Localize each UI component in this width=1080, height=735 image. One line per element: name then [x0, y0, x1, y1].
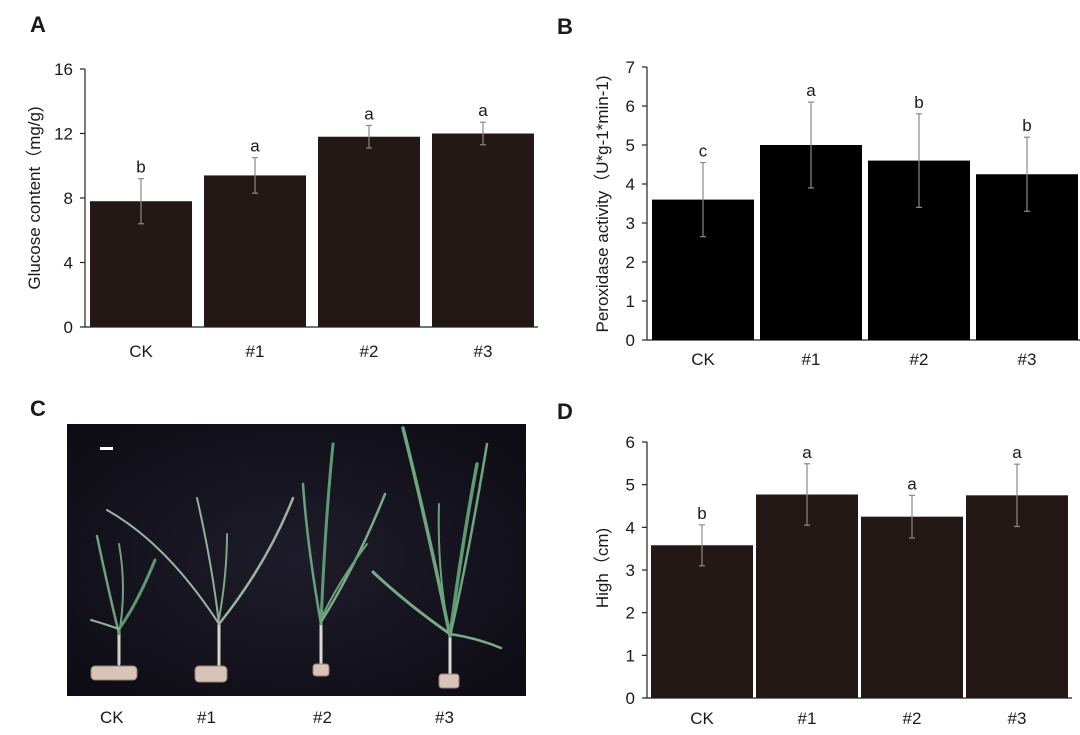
y-tick-label: 6 [626, 433, 635, 452]
panel-letter-c: C [30, 396, 46, 421]
significance-letter: a [250, 137, 260, 156]
x-tick-label: #2 [910, 350, 929, 369]
y-tick-label: 6 [626, 97, 635, 116]
significance-letter: b [1022, 116, 1031, 135]
significance-letter: c [699, 142, 708, 161]
significance-letter: a [806, 81, 816, 100]
y-axis-label: Peroxidase activity（U*g-1*min-1) [593, 76, 612, 333]
significance-letter: a [1012, 443, 1022, 462]
y-tick-label: 0 [64, 318, 73, 337]
plant-photo [67, 424, 526, 696]
y-tick-label: 2 [626, 604, 635, 623]
y-tick-label: 0 [626, 331, 635, 350]
x-tick-label: #2 [903, 709, 922, 728]
x-tick-label: CK [129, 342, 153, 361]
significance-letter: b [914, 93, 923, 112]
x-tick-label: #1 [802, 350, 821, 369]
y-tick-label: 8 [64, 189, 73, 208]
y-tick-label: 7 [626, 58, 635, 77]
photo-label-2: #2 [313, 708, 332, 727]
significance-letter: a [364, 104, 374, 123]
y-axis-label: High（cm) [593, 528, 612, 608]
x-tick-label: CK [691, 350, 715, 369]
x-tick-label: #3 [474, 342, 493, 361]
significance-letter: a [478, 101, 488, 120]
chart-glucose: 0 4 8 12 16 Glucose content（mg/g) b CK a #1 a #2 a #3 [25, 60, 538, 361]
significance-letter: a [802, 443, 812, 462]
photo-label-ck: CK [100, 708, 124, 727]
chart-peroxidase: 0 1 2 3 4 5 6 7 Peroxidase activity（U*g-1*min-1)… [593, 58, 1080, 369]
x-tick-label: CK [690, 709, 714, 728]
seedling-1 [106, 496, 295, 683]
panel-letter-d: D [557, 399, 573, 424]
bar [204, 175, 306, 327]
x-tick-label: #3 [1018, 350, 1037, 369]
bar [651, 545, 753, 698]
bar [966, 495, 1068, 698]
y-tick-label: 4 [64, 254, 73, 273]
chart-height: 0 1 2 3 4 5 6 High（cm) b CK a #1 a #2 a #3 [593, 433, 1072, 728]
seedling-ck [90, 534, 157, 681]
y-tick-label: 5 [626, 136, 635, 155]
y-tick-label: 3 [626, 561, 635, 580]
photo-label-3: #3 [435, 708, 454, 727]
y-tick-label: 1 [626, 646, 635, 665]
significance-letter: b [136, 158, 145, 177]
seedling-2 [301, 442, 387, 677]
photo-background [67, 424, 526, 696]
bar [318, 136, 420, 327]
panel-letter-b: B [557, 14, 573, 39]
y-axis-label: Glucose content（mg/g) [25, 106, 44, 289]
y-tick-label: 12 [54, 125, 73, 144]
seedling-3 [371, 426, 503, 689]
bar [432, 133, 534, 327]
y-tick-label: 1 [626, 292, 635, 311]
x-tick-label: #3 [1008, 709, 1027, 728]
y-tick-label: 3 [626, 214, 635, 233]
significance-letter: b [697, 504, 706, 523]
y-tick-label: 4 [626, 518, 635, 537]
y-tick-label: 5 [626, 476, 635, 495]
y-tick-label: 16 [54, 60, 73, 79]
bar [756, 494, 858, 698]
scale-bar [100, 447, 113, 450]
x-tick-label: #1 [798, 709, 817, 728]
x-tick-label: #2 [360, 342, 379, 361]
x-tick-label: #1 [246, 342, 265, 361]
panel-letter-a: A [30, 12, 46, 37]
photo-label-1: #1 [197, 708, 216, 727]
y-tick-label: 0 [626, 689, 635, 708]
significance-letter: a [907, 474, 917, 493]
bar [861, 516, 963, 698]
y-tick-label: 2 [626, 253, 635, 272]
y-tick-label: 4 [626, 175, 635, 194]
